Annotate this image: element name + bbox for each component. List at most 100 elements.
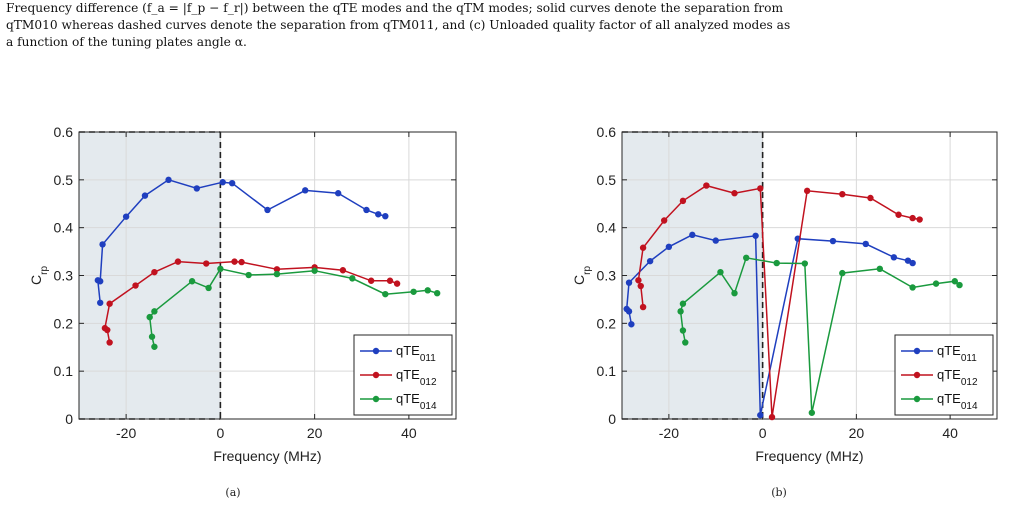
data-point <box>909 214 916 222</box>
data-point <box>639 244 647 251</box>
data-point <box>862 240 869 248</box>
data-point <box>895 211 902 218</box>
data-point <box>141 192 149 199</box>
data-point <box>203 260 210 267</box>
data-point <box>743 254 750 262</box>
caption-line-1: Frequency difference (f_a = |f_p − f_r|)… <box>6 1 784 15</box>
x-tick-label: 20 <box>849 425 865 441</box>
data-point <box>386 277 394 284</box>
data-point <box>932 280 940 287</box>
data-point <box>909 284 916 291</box>
y-tick-label: 0.1 <box>54 363 74 379</box>
legend-label: qTE011 <box>396 343 436 364</box>
data-point <box>165 176 172 184</box>
x-tick-label: 20 <box>307 425 323 441</box>
legend-swatch-marker <box>372 371 380 379</box>
data-point <box>151 268 158 276</box>
data-point <box>264 206 271 214</box>
x-tick-label: -20 <box>659 425 679 441</box>
legend-box <box>353 334 453 416</box>
legend-swatch-marker <box>913 371 921 379</box>
data-point <box>97 278 104 285</box>
data-point <box>132 282 139 289</box>
y-axis-label: Crp <box>28 266 50 285</box>
y-tick-label: 0.3 <box>54 268 74 284</box>
data-point <box>106 300 113 307</box>
y-tick-label: 0.5 <box>54 172 74 188</box>
legend-label: qTE014 <box>937 391 978 412</box>
data-point <box>890 254 898 261</box>
data-point <box>679 197 687 205</box>
data-point <box>231 258 238 265</box>
data-point <box>757 185 764 192</box>
data-point <box>635 277 642 284</box>
data-point <box>752 232 759 239</box>
x-tick-label: -20 <box>116 425 136 441</box>
data-point <box>349 275 356 282</box>
series-line <box>104 260 398 343</box>
panel-caption: (b) <box>771 486 787 499</box>
legend: qTE011 qTE012 qTE014 <box>353 334 453 416</box>
data-point <box>273 270 281 278</box>
series-qTE011 <box>94 176 389 306</box>
data-point <box>639 303 647 311</box>
data-point <box>801 260 809 267</box>
data-point <box>628 321 635 328</box>
x-tick-label: 40 <box>942 425 958 441</box>
y-tick-label: 0.6 <box>597 124 617 140</box>
y-tick-label: 0.5 <box>597 172 617 188</box>
data-point <box>382 212 389 220</box>
y-tick-label: 0.6 <box>54 124 74 140</box>
y-tick-label: 0.4 <box>54 220 74 236</box>
series-line <box>625 234 913 416</box>
data-point <box>151 343 158 350</box>
data-point <box>757 411 764 419</box>
data-point <box>731 289 738 297</box>
data-point <box>623 305 630 313</box>
x-axis-label: Frequency (MHz) <box>755 448 863 464</box>
data-point <box>689 231 696 239</box>
data-point <box>245 271 252 279</box>
legend-label: qTE012 <box>396 367 437 388</box>
panel-caption: (a) <box>225 486 240 499</box>
data-point <box>273 266 281 273</box>
data-point <box>217 265 224 273</box>
series-qTE012 <box>101 258 401 346</box>
data-point <box>101 324 109 332</box>
data-point <box>146 313 153 321</box>
data-point <box>717 268 724 276</box>
series-qTE014 <box>146 265 441 350</box>
chart-panel-2: -20 0 20 40 0 0.1 0.2 0.3 0.4 0.5 0.6 Frequency (MH… <box>571 124 998 499</box>
legend: qTE011 qTE012 qTE014 <box>894 334 994 416</box>
data-point <box>646 257 654 265</box>
y-tick-label: 0.1 <box>597 363 617 379</box>
data-point <box>829 237 837 245</box>
data-point <box>424 287 431 294</box>
data-point <box>808 409 816 416</box>
data-point <box>174 258 182 265</box>
data-point <box>367 277 375 284</box>
data-point <box>382 290 389 298</box>
legend-swatch-marker <box>372 395 380 403</box>
legend-label: qTE012 <box>937 367 978 388</box>
data-point <box>679 300 687 307</box>
series-qTE011 <box>623 231 916 419</box>
data-point <box>410 288 417 295</box>
data-point <box>956 281 963 289</box>
caption-line-2: qTM010 whereas dashed curves denote the … <box>6 18 791 32</box>
data-point <box>665 243 673 250</box>
data-point <box>839 190 846 198</box>
series-line <box>637 184 920 418</box>
caption-line-3: a function of the tuning plates angle α. <box>6 35 247 49</box>
data-point <box>375 211 382 218</box>
data-point <box>677 308 684 315</box>
y-axis-label: Crp <box>571 266 593 285</box>
data-point <box>363 206 370 214</box>
x-tick-label: 0 <box>216 425 224 441</box>
data-point <box>637 282 644 290</box>
data-point <box>433 289 441 297</box>
legend-swatch-marker <box>913 395 921 403</box>
y-tick-label: 0.2 <box>597 315 617 331</box>
x-tick-label: 0 <box>759 425 767 441</box>
